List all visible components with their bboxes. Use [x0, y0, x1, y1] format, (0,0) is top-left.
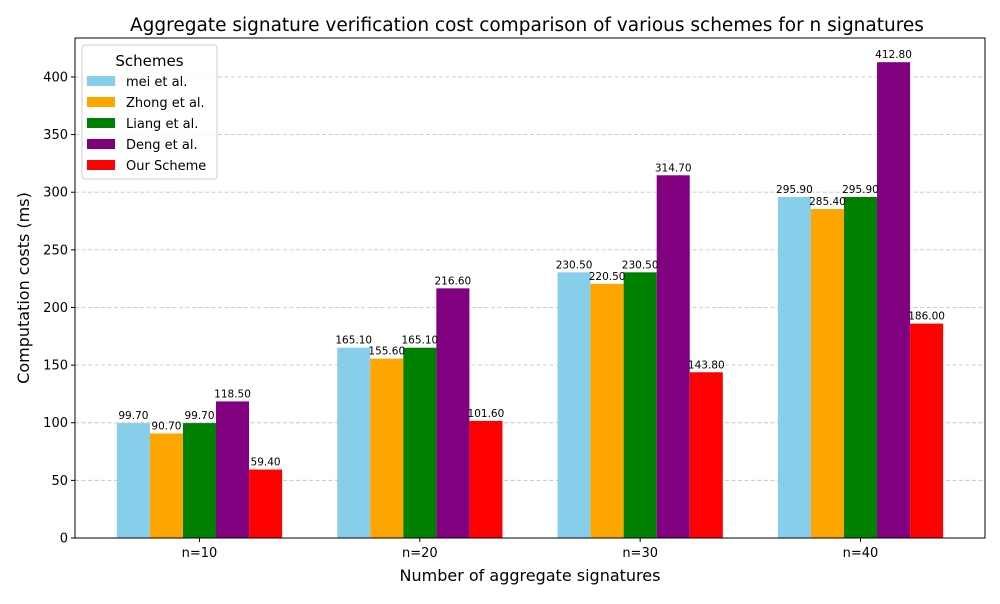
y-tick-label: 100 [43, 416, 68, 431]
bar [590, 283, 624, 538]
legend: Schemes mei et al. Zhong et al. Liang et a… [81, 44, 218, 180]
data-label: 295.90 [842, 184, 879, 196]
data-label: 101.60 [468, 408, 505, 420]
bar [557, 272, 591, 538]
x-axis-label: Number of aggregate signatures [400, 566, 661, 585]
legend-box [81, 44, 218, 180]
y-tick-label: 350 [43, 128, 68, 143]
data-label: 165.10 [401, 335, 438, 347]
legend-swatch [87, 76, 115, 86]
data-label: 186.00 [908, 311, 945, 323]
data-label: 220.50 [589, 271, 626, 283]
bar [689, 372, 723, 538]
bar [877, 62, 911, 538]
data-label: 99.70 [118, 410, 148, 422]
y-tick-label: 0 [60, 532, 68, 547]
bar [656, 175, 690, 538]
legend-swatch [87, 97, 115, 107]
plot-frame [74, 37, 986, 539]
bar [337, 347, 371, 538]
y-tick-label: 400 [43, 70, 68, 85]
legend-swatch [87, 139, 115, 149]
data-label: 412.80 [875, 49, 912, 61]
bar [910, 323, 944, 538]
data-label: 216.60 [435, 275, 472, 287]
bar [843, 196, 878, 538]
legend-swatch [87, 160, 115, 170]
data-label: 230.50 [622, 259, 659, 271]
bar [810, 209, 844, 538]
y-tick-label: 150 [43, 359, 68, 374]
x-tick-label: n=10 [182, 546, 218, 561]
bar [149, 433, 183, 538]
legend-label: mei et al. [126, 75, 187, 90]
bar [777, 196, 811, 538]
legend-label: Deng et al. [126, 138, 198, 153]
legend-title: Schemes [115, 52, 183, 70]
y-tick-label: 50 [51, 474, 68, 489]
chart-title: Aggregate signature verification cost co… [130, 15, 924, 36]
x-tick-label: n=30 [622, 546, 658, 561]
legend-swatch [87, 118, 115, 128]
legend-label: Our Scheme [126, 159, 206, 174]
x-tick-label: n=40 [843, 546, 879, 561]
y-axis-label: Computation costs (ms) [14, 192, 33, 384]
bar [216, 401, 250, 538]
data-label: 165.10 [335, 335, 372, 347]
y-tick-label: 250 [43, 243, 68, 258]
bar [403, 347, 437, 538]
bar [116, 423, 150, 538]
data-label: 295.90 [776, 184, 813, 196]
data-label: 285.40 [809, 196, 846, 208]
legend-label: Zhong et al. [126, 96, 205, 111]
data-label: 314.70 [655, 162, 692, 174]
data-label: 155.60 [368, 346, 405, 358]
data-label: 99.70 [184, 410, 214, 422]
legend-label: Liang et al. [126, 117, 198, 132]
y-tick-label: 200 [43, 301, 68, 316]
bar [623, 272, 657, 538]
data-label: 90.70 [151, 420, 181, 432]
x-tick-label: n=20 [402, 546, 438, 561]
data-label: 118.50 [214, 388, 251, 400]
bar [249, 469, 283, 538]
bar [182, 423, 217, 538]
data-label: 230.50 [556, 259, 593, 271]
data-label: 59.40 [251, 457, 281, 469]
bar [469, 420, 503, 538]
bar [370, 358, 404, 538]
data-label: 143.80 [688, 359, 725, 371]
y-tick-label: 300 [43, 186, 68, 201]
bar [436, 288, 470, 538]
